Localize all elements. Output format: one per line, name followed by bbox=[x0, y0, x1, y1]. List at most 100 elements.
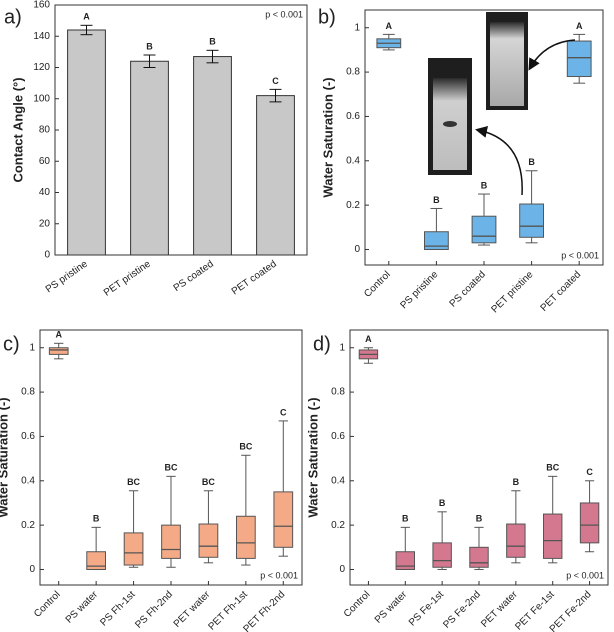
inset-images bbox=[428, 12, 576, 196]
x-tick-label: Control bbox=[32, 589, 63, 620]
y-tick-label: 0.6 bbox=[346, 111, 360, 122]
significance-letter: A bbox=[55, 330, 62, 340]
panel: d) Water Saturation (-) p < 0.001 0 0.2 0.4 0.… bbox=[305, 329, 609, 632]
bar bbox=[67, 29, 106, 256]
y-tick-label: 0.8 bbox=[346, 67, 360, 78]
panel-label: d) bbox=[313, 333, 331, 355]
annotation: p < 0.001 bbox=[561, 250, 599, 260]
x-tick-label: Control bbox=[342, 589, 373, 620]
y-tick-label: 0.2 bbox=[346, 200, 360, 211]
x-tick-label: PS coated bbox=[448, 269, 488, 309]
significance-letter: C bbox=[586, 467, 593, 477]
significance-letter: B bbox=[513, 477, 520, 487]
box bbox=[86, 551, 106, 570]
y-tick-label: 0.4 bbox=[21, 475, 35, 486]
significance-letter: C bbox=[280, 407, 287, 417]
x-tick-label: PS water bbox=[373, 589, 410, 626]
y-tick-label: 0.4 bbox=[346, 155, 360, 166]
y-tick-label: 0.8 bbox=[331, 387, 345, 398]
y-tick-label: 0.8 bbox=[21, 387, 35, 398]
significance-letter: BC bbox=[165, 463, 178, 473]
annotation: p < 0.001 bbox=[260, 570, 298, 580]
y-axis-label: Contact Angle (°) bbox=[10, 77, 25, 182]
box bbox=[395, 551, 416, 570]
box bbox=[48, 347, 69, 355]
y-tick-label: 0 bbox=[354, 244, 360, 255]
box bbox=[273, 491, 294, 548]
y-tick-label: 0 bbox=[29, 564, 35, 575]
bar bbox=[193, 56, 232, 256]
y-tick-label: 1 bbox=[339, 342, 345, 353]
y-tick-label: 1 bbox=[354, 22, 360, 33]
panel-label: a) bbox=[4, 6, 22, 28]
box bbox=[579, 502, 600, 544]
x-tick-label: PET coated bbox=[539, 269, 584, 314]
significance-letter: B bbox=[402, 514, 409, 524]
y-tick-label: 0.4 bbox=[331, 475, 345, 486]
box bbox=[161, 524, 181, 559]
y-tick-label: 40 bbox=[39, 187, 51, 198]
box bbox=[469, 546, 489, 568]
significance-letter: B bbox=[481, 180, 488, 190]
y-axis-label: Water Saturation (-) bbox=[0, 397, 10, 517]
box bbox=[198, 523, 219, 558]
x-tick-label: PS pristine bbox=[398, 269, 440, 311]
y-tick-label: 160 bbox=[33, 0, 50, 11]
plot-frame bbox=[349, 329, 609, 586]
inset-image-core bbox=[490, 22, 524, 106]
significance-letter: C bbox=[272, 76, 279, 86]
y-tick-label: 0.2 bbox=[21, 520, 35, 531]
significance-letter: A bbox=[576, 21, 583, 31]
significance-letter: BC bbox=[202, 477, 215, 487]
x-tick-label: Control bbox=[362, 269, 393, 300]
panel-label: c) bbox=[3, 333, 20, 355]
significance-letter: B bbox=[433, 195, 440, 205]
bar bbox=[256, 95, 295, 256]
significance-letter: BC bbox=[546, 463, 559, 473]
significance-letter: A bbox=[365, 334, 372, 344]
x-tick-label: PS Fe-2nd bbox=[441, 589, 483, 631]
x-tick-label: PS Fe-1st bbox=[407, 589, 446, 628]
panel: c) Water Saturation (-) p < 0.001 0 0.2 0.4 0.… bbox=[0, 329, 303, 632]
plot-frame bbox=[54, 4, 308, 256]
y-tick-label: 100 bbox=[33, 93, 50, 104]
box bbox=[566, 40, 592, 78]
y-axis-label: Water Saturation (-) bbox=[305, 397, 320, 517]
significance-letter: A bbox=[386, 21, 393, 31]
y-tick-label: 140 bbox=[33, 31, 50, 42]
x-tick-label: PS Fh-1st bbox=[98, 589, 137, 628]
panel-label: b) bbox=[318, 6, 336, 28]
significance-letter: BC bbox=[239, 442, 252, 452]
significance-letter: B bbox=[439, 498, 446, 508]
bar bbox=[130, 60, 169, 256]
x-tick-label: PS water bbox=[64, 589, 101, 626]
y-tick-label: 20 bbox=[39, 218, 51, 229]
box bbox=[471, 215, 497, 244]
y-tick-label: 120 bbox=[33, 62, 50, 73]
plot-frame bbox=[39, 329, 303, 586]
plot-frame bbox=[364, 9, 604, 266]
y-tick-label: 80 bbox=[39, 125, 51, 136]
significance-letter: B bbox=[93, 514, 100, 524]
box bbox=[424, 231, 449, 250]
box bbox=[543, 513, 563, 559]
y-tick-label: 0.6 bbox=[21, 431, 35, 442]
x-tick-label: PET coated bbox=[230, 259, 279, 298]
x-tick-label: PS Fh-2nd bbox=[133, 589, 175, 631]
x-tick-label: PET pristine bbox=[102, 258, 153, 298]
box bbox=[519, 203, 545, 238]
box bbox=[236, 515, 256, 559]
significance-letter: A bbox=[83, 12, 90, 22]
y-tick-label: 0.2 bbox=[331, 520, 345, 531]
annotation: p < 0.001 bbox=[566, 570, 604, 580]
box bbox=[123, 532, 144, 566]
arrow bbox=[528, 39, 576, 71]
x-tick-label: PS pristine bbox=[44, 258, 90, 295]
x-tick-label: PS coated bbox=[172, 259, 216, 294]
y-tick-label: 0 bbox=[339, 564, 345, 575]
significance-letter: B bbox=[209, 37, 216, 47]
y-tick-label: 0 bbox=[44, 250, 50, 261]
y-tick-label: 0.6 bbox=[331, 431, 345, 442]
significance-letter: B bbox=[476, 514, 483, 524]
